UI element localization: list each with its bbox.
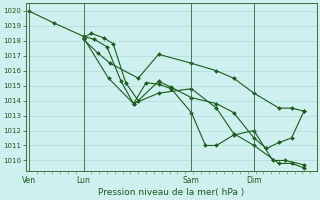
X-axis label: Pression niveau de la mer( hPa ): Pression niveau de la mer( hPa ) [98, 188, 244, 197]
